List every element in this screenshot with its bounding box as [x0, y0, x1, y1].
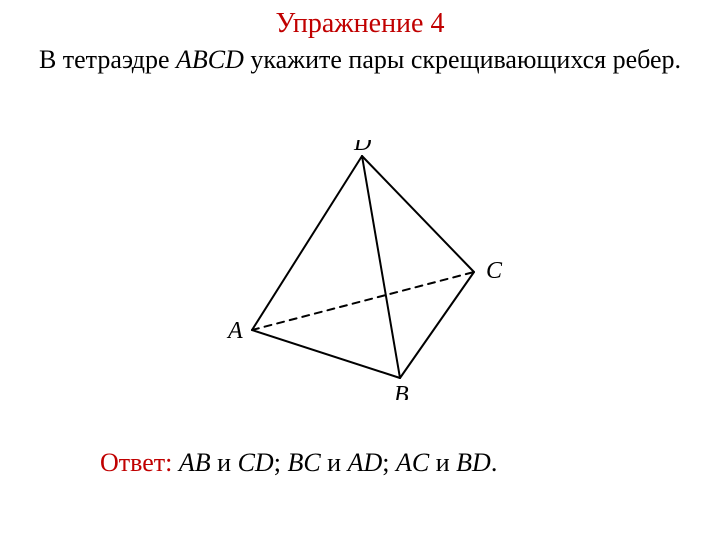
exercise-title: Упражнение 4 — [0, 8, 720, 40]
answer-pair-1-a: BC — [287, 448, 320, 477]
question-tetra: ABCD — [176, 45, 244, 74]
vertex-label-a: A — [226, 318, 243, 344]
answer-lead: Ответ: — [100, 448, 172, 477]
answer-pair-2-b: BD — [456, 448, 491, 477]
question-post: укажите пары скрещивающихся ребер. — [244, 45, 681, 74]
tetrahedron-figure: A B C D — [0, 140, 720, 405]
answer-pair-2-a: AC — [396, 448, 429, 477]
vertex-label-d: D — [353, 140, 371, 156]
answer-body: AB и CD; BC и AD; AC и BD. — [179, 448, 497, 477]
tetrahedron-svg: A B C D — [210, 140, 510, 400]
answer-pair-1-b: AD — [348, 448, 383, 477]
answer-line: Ответ: AB и CD; BC и AD; AC и BD. — [100, 448, 497, 478]
vertex-label-b: B — [394, 382, 409, 400]
question-text: В тетраэдре ABCD укажите пары скрещивающ… — [0, 44, 720, 77]
answer-pair-0-a: AB — [179, 448, 211, 477]
answer-pair-0-b: CD — [238, 448, 274, 477]
vertex-label-c: C — [486, 258, 503, 284]
question-pre: В тетраэдре — [39, 45, 176, 74]
